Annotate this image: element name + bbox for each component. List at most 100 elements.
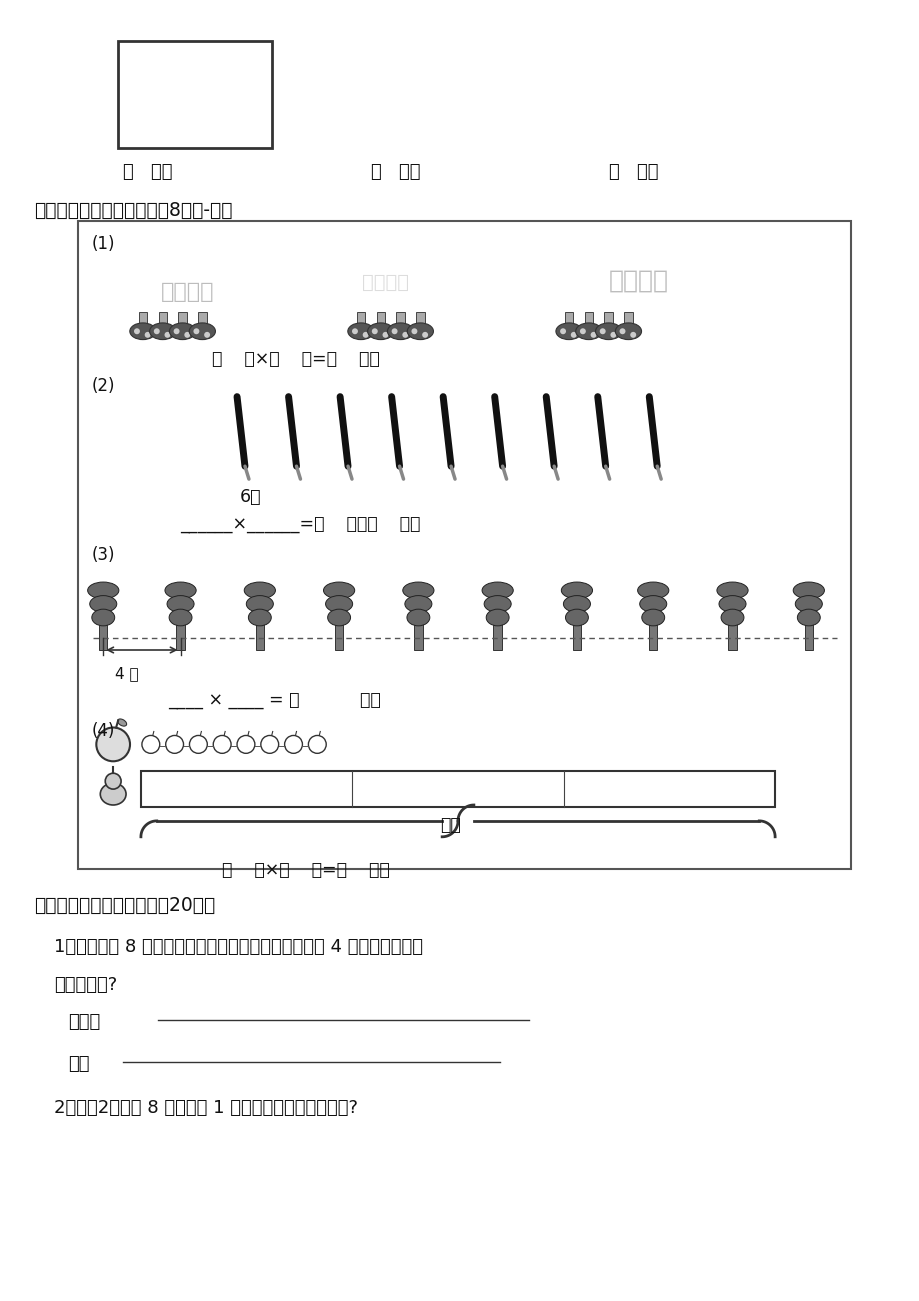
Circle shape: [371, 328, 378, 334]
Ellipse shape: [150, 323, 176, 340]
Ellipse shape: [347, 323, 374, 340]
Bar: [415, 312, 424, 332]
Bar: [564, 312, 573, 332]
Ellipse shape: [404, 596, 431, 613]
Circle shape: [261, 735, 278, 753]
Ellipse shape: [325, 596, 352, 613]
Ellipse shape: [483, 596, 511, 613]
Bar: [78, 221, 850, 869]
Ellipse shape: [639, 596, 666, 613]
Ellipse shape: [92, 609, 115, 626]
Ellipse shape: [165, 582, 196, 598]
Ellipse shape: [555, 323, 582, 340]
Text: （   ）条: （ ）条: [608, 163, 657, 181]
Circle shape: [382, 332, 388, 338]
Ellipse shape: [792, 582, 823, 598]
Ellipse shape: [169, 609, 192, 626]
Circle shape: [204, 332, 210, 338]
Circle shape: [391, 328, 397, 334]
Text: (1): (1): [91, 234, 115, 252]
Ellipse shape: [327, 609, 350, 626]
Bar: [198, 312, 206, 332]
Circle shape: [411, 328, 417, 334]
Text: 答：: 答：: [69, 1055, 90, 1073]
Text: 2、二（2）班买 8 个建子和 1 辆汽车，一共要给多少钱?: 2、二（2）班买 8 个建子和 1 辆汽车，一共要给多少钱?: [53, 1099, 357, 1118]
Circle shape: [165, 332, 170, 338]
Ellipse shape: [565, 609, 588, 626]
Circle shape: [189, 735, 207, 753]
Bar: [335, 622, 343, 650]
Circle shape: [193, 328, 199, 334]
Circle shape: [560, 328, 565, 334]
Bar: [804, 622, 812, 650]
Ellipse shape: [716, 582, 747, 598]
Circle shape: [618, 328, 625, 334]
Circle shape: [308, 735, 326, 753]
Ellipse shape: [105, 773, 121, 790]
Bar: [141, 771, 775, 807]
Bar: [176, 622, 185, 650]
Bar: [118, 40, 271, 148]
Circle shape: [590, 332, 596, 338]
Ellipse shape: [118, 719, 127, 726]
Text: （   ）条: （ ）条: [370, 163, 420, 181]
Text: 列式：: 列式：: [69, 1012, 101, 1030]
Circle shape: [422, 332, 427, 338]
Ellipse shape: [323, 582, 355, 598]
Circle shape: [610, 332, 616, 338]
Ellipse shape: [595, 323, 621, 340]
Text: (2): (2): [91, 377, 115, 394]
Ellipse shape: [482, 582, 513, 598]
Text: ______×______=（    ）元（    ）角: ______×______=（ ）元（ ）角: [180, 516, 421, 533]
Text: ____ × ____ = （           ）米: ____ × ____ = （ ）米: [167, 692, 380, 710]
Ellipse shape: [615, 323, 641, 340]
Bar: [99, 622, 108, 650]
Circle shape: [144, 332, 151, 338]
Bar: [357, 312, 365, 332]
Ellipse shape: [368, 323, 393, 340]
Circle shape: [579, 328, 585, 334]
Ellipse shape: [719, 596, 745, 613]
Circle shape: [153, 328, 160, 334]
Ellipse shape: [797, 609, 820, 626]
Text: 1、老师买了 8 盒彩色粉笔，买的白粉笔是彩色粉笔的 4 倍，老师买了多: 1、老师买了 8 盒彩色粉笔，买的白粉笔是彩色粉笔的 4 倍，老师买了多: [53, 938, 422, 956]
Text: 号等层篇: 号等层篇: [161, 282, 214, 302]
Bar: [414, 622, 422, 650]
Circle shape: [570, 332, 576, 338]
Circle shape: [362, 332, 369, 338]
Circle shape: [599, 328, 605, 334]
Circle shape: [284, 735, 302, 753]
Ellipse shape: [90, 596, 117, 613]
Text: 号等层篇: 号等层篇: [362, 273, 409, 291]
Bar: [584, 312, 593, 332]
Circle shape: [352, 328, 357, 334]
Text: 少盒白粉笔?: 少盒白粉笔?: [53, 976, 117, 994]
Circle shape: [630, 332, 636, 338]
Text: 6角: 6角: [240, 488, 261, 506]
Ellipse shape: [100, 783, 126, 805]
Bar: [604, 312, 612, 332]
Ellipse shape: [794, 596, 822, 613]
Bar: [624, 312, 632, 332]
Ellipse shape: [167, 596, 194, 613]
Bar: [178, 312, 187, 332]
Text: （   ）条: （ ）条: [123, 163, 173, 181]
Circle shape: [165, 735, 183, 753]
Ellipse shape: [246, 596, 273, 613]
Ellipse shape: [406, 609, 429, 626]
Ellipse shape: [562, 596, 590, 613]
Bar: [376, 312, 384, 332]
Ellipse shape: [720, 609, 743, 626]
Bar: [493, 622, 501, 650]
Circle shape: [142, 735, 160, 753]
Ellipse shape: [244, 582, 275, 598]
Text: (3): (3): [91, 545, 115, 563]
Text: 4 米: 4 米: [115, 666, 139, 680]
Text: 六、请你看图列式计算。（8分）-第一: 六、请你看图列式计算。（8分）-第一: [34, 200, 233, 220]
Bar: [158, 312, 166, 332]
Bar: [649, 622, 657, 650]
Circle shape: [184, 332, 190, 338]
Text: （    ）×（    ）=（    ）个: （ ）×（ ）=（ ）个: [221, 861, 390, 878]
Ellipse shape: [637, 582, 668, 598]
Bar: [728, 622, 736, 650]
